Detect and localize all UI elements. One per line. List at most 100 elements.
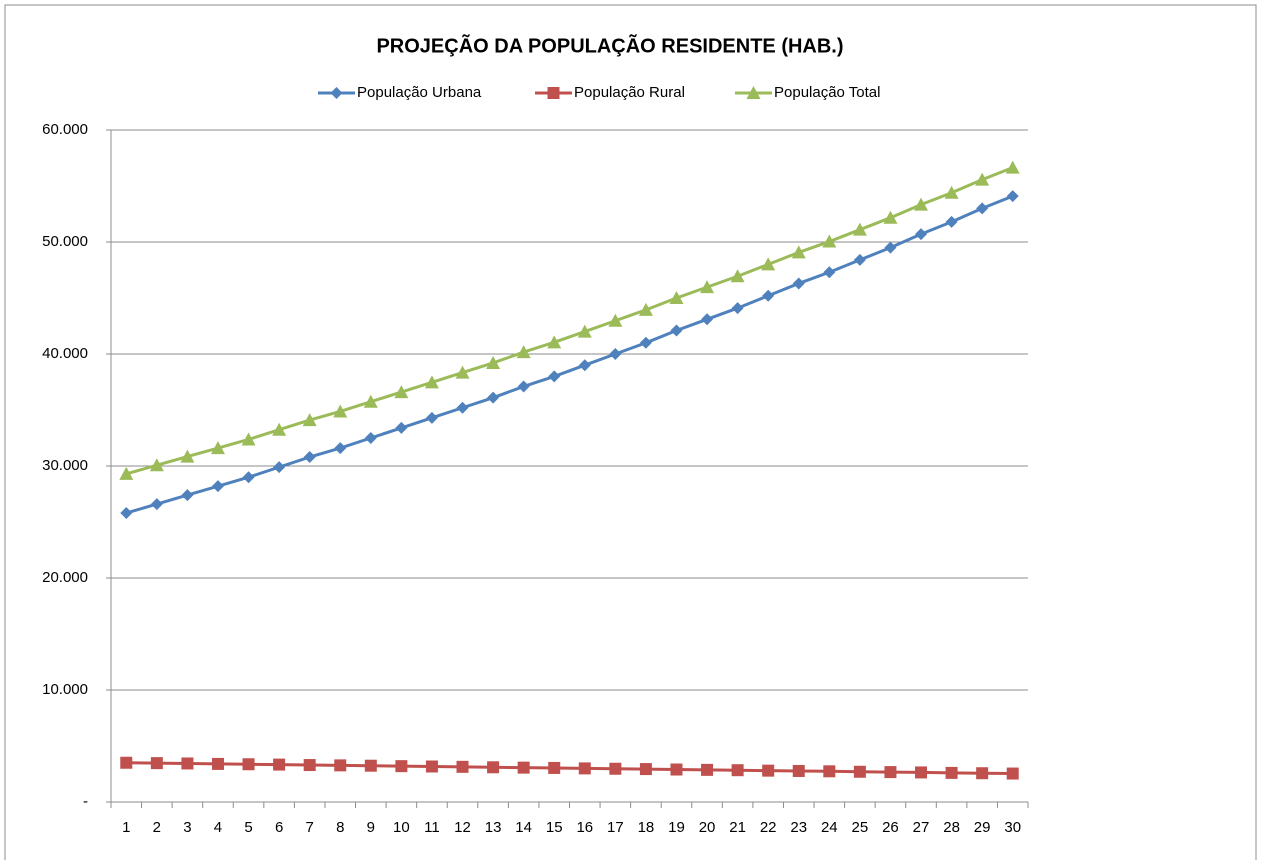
x-tick-label: 3 [183,819,191,836]
data-point [180,449,195,463]
data-point [609,348,622,360]
data-point [577,324,592,338]
data-point [364,759,377,772]
data-point [425,760,438,773]
data-point [334,442,347,455]
data-point [303,759,316,772]
legend-label: População Total [774,84,880,101]
data-point [975,172,990,186]
data-point [578,762,591,775]
data-point [639,763,652,776]
x-tick-label: 11 [424,819,440,836]
legend-label: População Urbana [357,84,482,101]
data-point [853,253,866,266]
data-point [486,355,501,369]
data-point [792,764,805,777]
x-tick-label: 7 [306,819,314,836]
y-tick-label: - [83,793,88,810]
data-point [609,762,622,775]
x-tick-label: 6 [275,819,283,836]
chart-title: PROJEÇÃO DA POPULAÇÃO RESIDENTE (HAB.) [376,34,843,57]
data-point [701,763,714,776]
data-point [181,757,194,770]
data-point [487,761,500,774]
x-tick-label: 9 [367,819,375,836]
data-point [792,277,805,290]
data-point [211,757,224,770]
y-tick-label: 10.000 [42,681,88,698]
series-line [125,194,1014,515]
series-line [125,166,1014,476]
data-point [730,269,745,283]
x-tick-label: 28 [943,819,960,836]
x-tick-label: 25 [852,819,869,836]
x-tick-label: 14 [515,819,532,836]
data-point [119,466,134,480]
data-point [242,758,255,771]
data-point [394,385,409,399]
data-point [1006,190,1019,203]
data-point [516,345,531,359]
x-tick-label: 2 [153,819,161,836]
x-tick-label: 19 [668,819,685,836]
data-point [669,291,684,304]
data-point [945,215,958,228]
data-point [578,359,591,372]
data-point [456,760,469,773]
data-point [883,210,898,224]
data-point [273,758,286,771]
x-tick-label: 18 [638,819,655,836]
data-point [762,289,775,302]
x-tick-label: 1 [122,819,130,836]
x-tick-label: 8 [336,819,344,836]
data-point [945,766,958,779]
data-point [823,765,836,778]
data-point [149,458,164,472]
data-point [884,241,897,254]
data-point [976,202,989,215]
data-point [823,266,836,279]
data-point [639,336,652,349]
data-point [638,302,653,316]
data-point [303,451,316,464]
x-tick-label: 22 [760,819,777,836]
x-tick-label: 20 [699,819,716,836]
chart-border [4,4,1257,865]
legend-label: População Rural [574,84,685,101]
data-point [395,760,408,773]
y-tick-label: 50.000 [42,233,88,250]
data-point [914,197,929,211]
data-point [852,222,867,236]
data-point [731,764,744,777]
x-tick-label: 26 [882,819,899,836]
data-point [822,234,837,248]
data-point [1005,160,1020,174]
data-point [395,421,408,434]
data-point [944,185,959,199]
data-point [273,461,286,474]
x-tick-label: 13 [485,819,502,836]
y-tick-label: 60.000 [42,121,88,138]
data-point [333,404,348,418]
data-point [363,394,378,408]
data-point [608,313,623,327]
x-tick-label: 30 [1004,819,1021,836]
data-point [700,280,715,294]
data-point [150,498,163,511]
data-point [211,480,224,493]
x-tick-label: 4 [214,819,222,836]
x-tick-label: 10 [393,819,410,836]
data-point [762,764,775,777]
data-point [761,257,776,271]
data-point [976,767,989,780]
x-tick-label: 12 [454,819,471,836]
data-point [853,765,866,778]
data-point [241,432,256,446]
legend-marker [746,86,761,99]
data-point [210,441,225,455]
x-tick-label: 27 [913,819,930,836]
data-point [120,756,133,769]
data-point [547,335,562,349]
data-point [364,432,377,444]
data-point [731,302,744,315]
